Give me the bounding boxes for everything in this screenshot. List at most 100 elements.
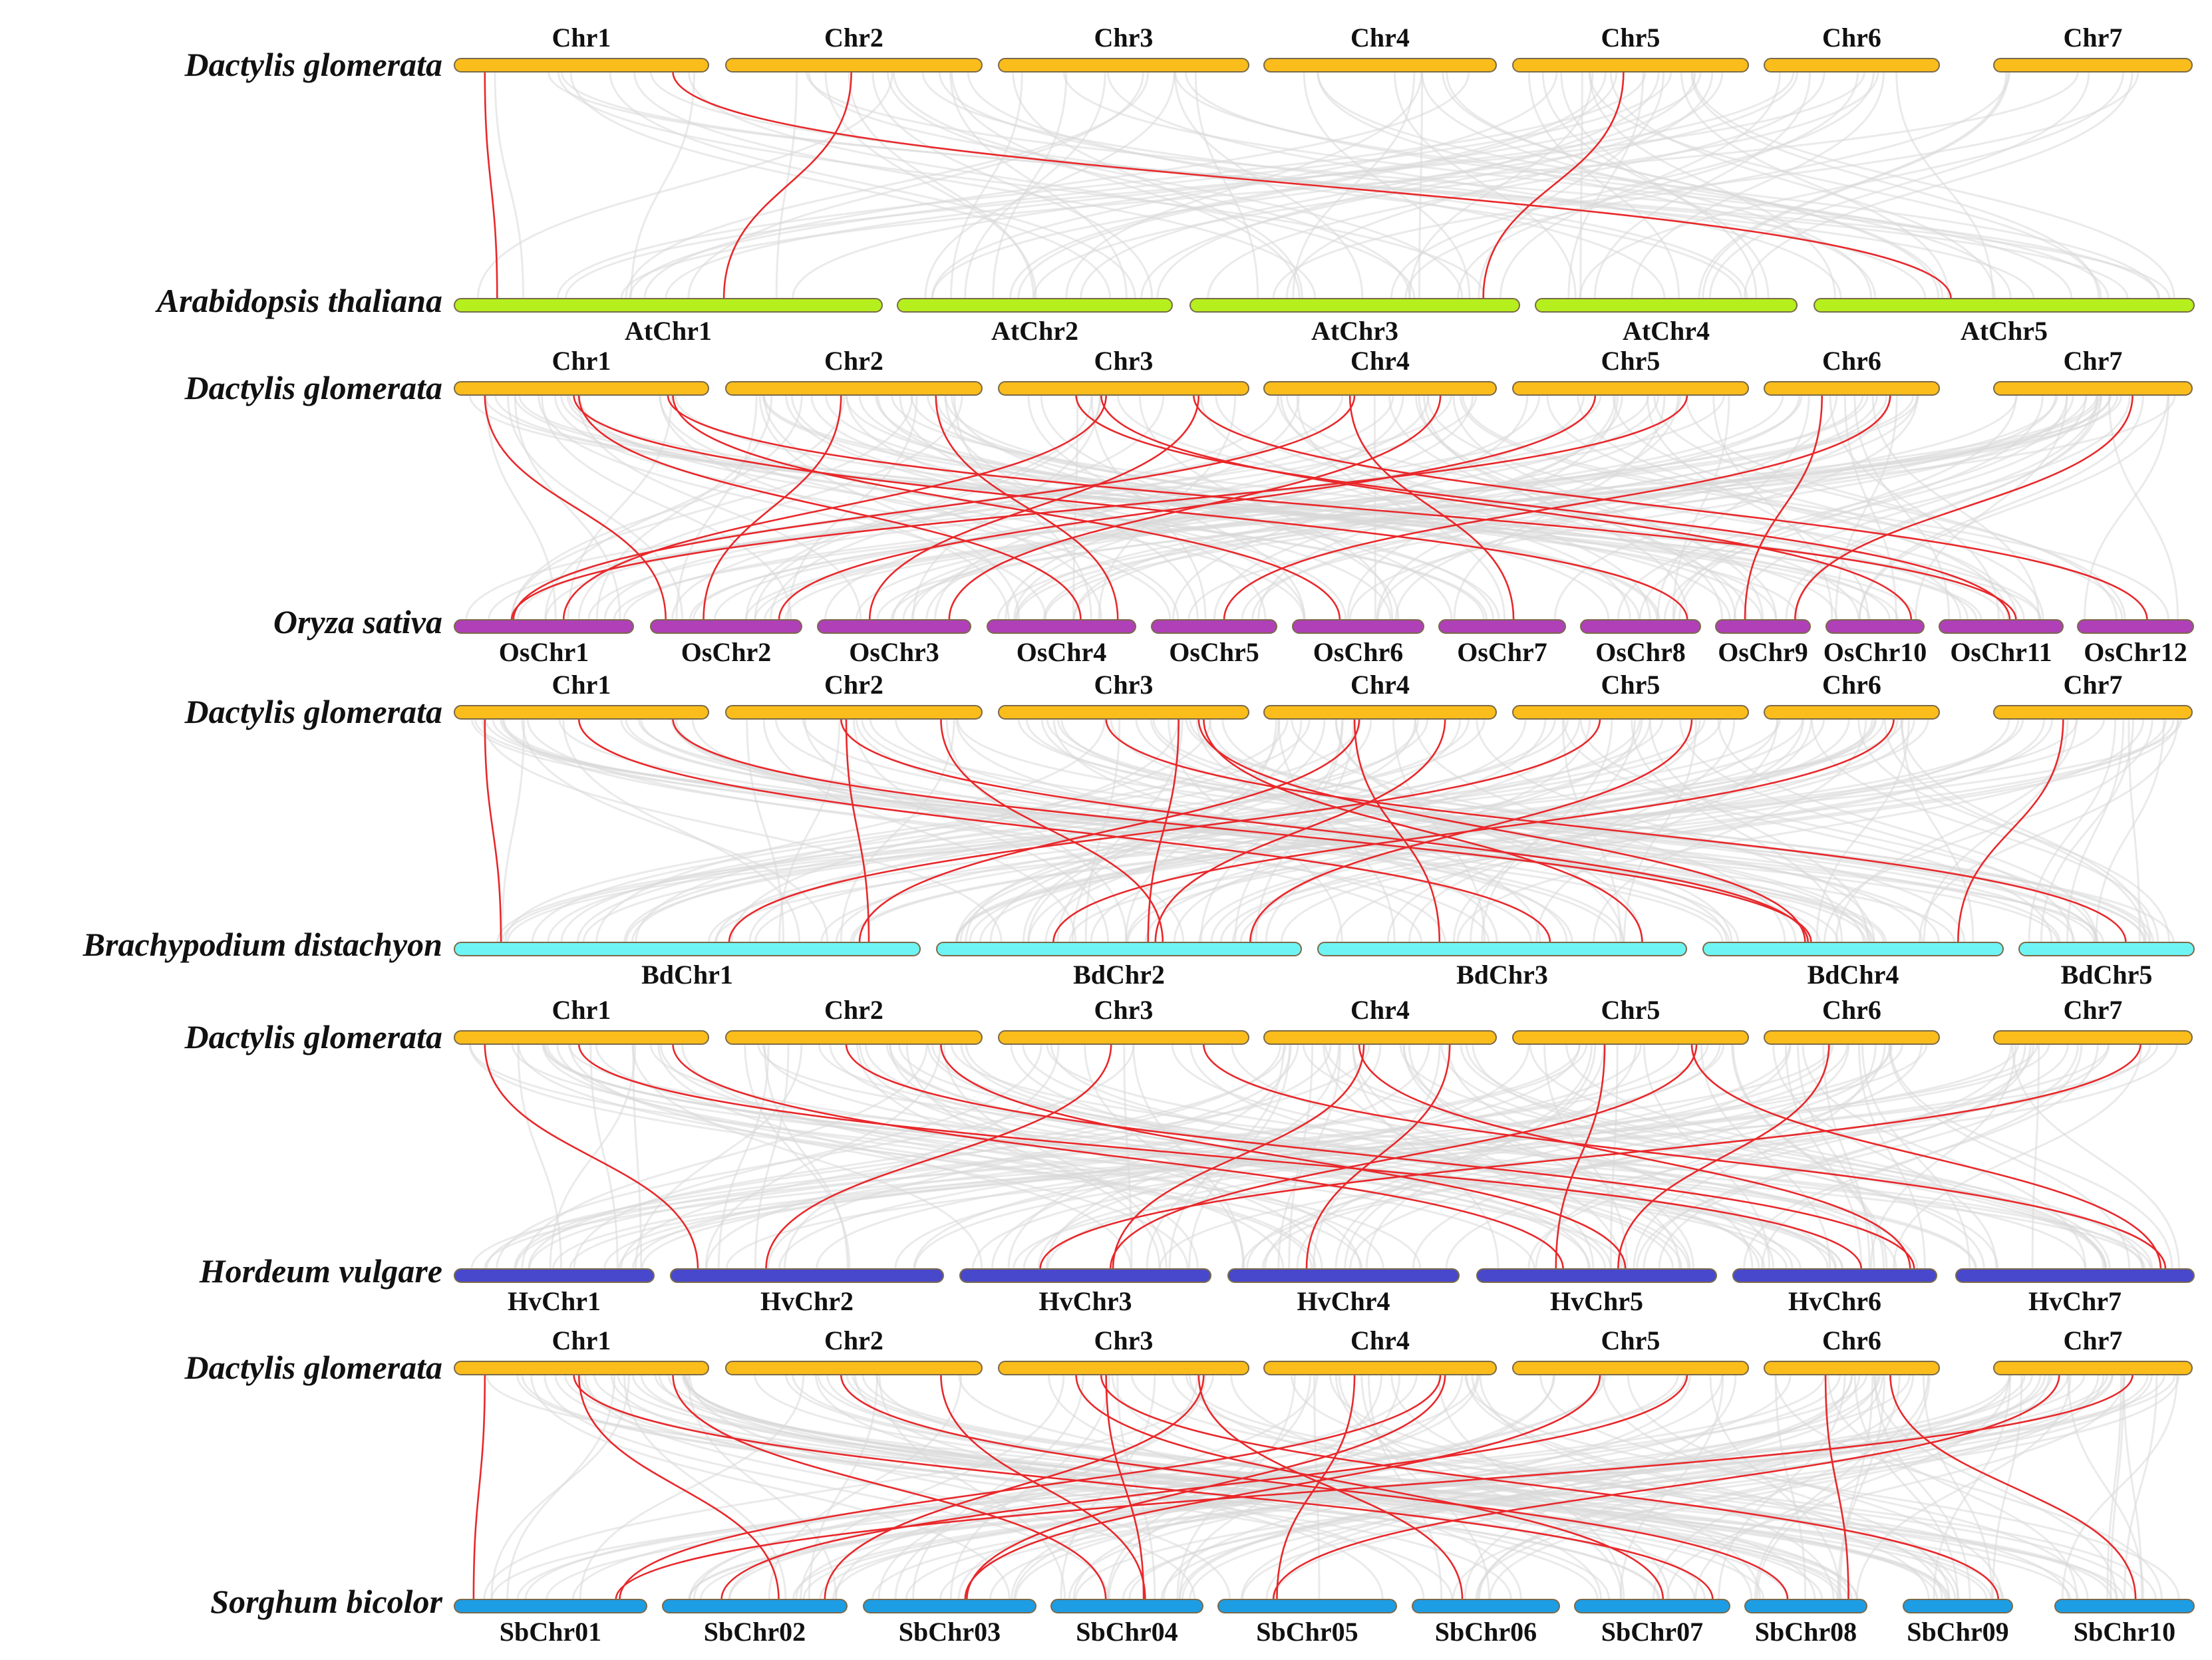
atchr5-label: AtChr5: [1961, 316, 2048, 346]
gray-link-3-62: [1901, 718, 1975, 943]
species-label-dactylis-panel3: Dactylis glomerata: [184, 693, 442, 730]
red-link-2-12: [512, 394, 1356, 621]
oschr10-label: OsChr10: [1823, 637, 1927, 667]
gray-link-5-114: [1060, 1374, 1156, 1600]
hvchr6-bar: [1732, 1268, 1937, 1283]
sbchr10-bar: [2054, 1599, 2195, 1613]
red-link-4-7: [1203, 1043, 2167, 1270]
gray-link-3-129: [804, 718, 1185, 943]
gray-link-2-136: [2108, 394, 2179, 621]
gray-link-3-45: [945, 718, 1128, 943]
gray-link-2-132: [544, 394, 803, 621]
dg-chr4-label: Chr4: [1350, 346, 1410, 376]
dg-chr6-bar-panel2: [1764, 381, 1940, 396]
gray-link-2-122: [787, 394, 918, 621]
dg-chr2-label: Chr2: [824, 670, 883, 700]
gray-link-4-140: [1408, 1043, 1694, 1270]
gray-link-4-145: [1861, 1043, 1971, 1270]
gray-link-4-121: [546, 1043, 1802, 1270]
red-link-4-2: [577, 1043, 1863, 1270]
gray-link-3-134: [979, 718, 1877, 943]
red-link-2-15: [510, 394, 1688, 621]
sbchr09-bar: [1903, 1599, 2013, 1613]
sbchr10-label: SbChr10: [2074, 1617, 2175, 1647]
red-link-1-3: [672, 71, 1952, 299]
dg-chr4-bar-panel3: [1263, 705, 1497, 720]
gray-link-1-66: [931, 71, 1799, 299]
gray-link-1-29: [1012, 71, 1303, 299]
species-label-dactylis-panel1: Dactylis glomerata: [184, 46, 442, 83]
dg-chr1-bar-panel1: [454, 58, 709, 72]
gray-link-4-96: [617, 1043, 2020, 1270]
gray-link-3-64: [1150, 718, 1923, 943]
gray-link-4-100: [1658, 1043, 2026, 1270]
dg-chr5-bar-panel3: [1512, 705, 1749, 720]
red-link-3-11: [1154, 718, 1446, 943]
gray-link-2-108: [1452, 394, 1764, 621]
red-link-3-17: [1147, 718, 1180, 943]
red-link-5-4: [573, 1374, 1714, 1600]
gray-link-4-130: [856, 1043, 1199, 1270]
species-label-brachypodium-distachyon: Brachypodium distachyon: [82, 926, 442, 963]
gray-link-5-125: [1171, 1374, 2070, 1600]
sbchr04-bar: [1050, 1599, 1203, 1613]
hvchr1-label: HvChr1: [508, 1286, 601, 1316]
gray-link-3-98: [850, 718, 2079, 943]
gray-link-5-103: [799, 1374, 1065, 1600]
gray-link-2-73: [1858, 394, 2144, 621]
gray-link-1-90: [931, 71, 1558, 299]
oschr3-label: OsChr3: [849, 637, 939, 667]
gray-link-2-125: [1646, 394, 1869, 621]
gray-link-4-122: [569, 1043, 2159, 1270]
sbchr07-label: SbChr07: [1601, 1617, 1703, 1647]
dg-chr2-bar-panel1: [725, 58, 983, 72]
red-link-5-18: [1272, 1374, 2060, 1600]
gray-link-3-33: [778, 718, 841, 943]
red-link-5-17: [1889, 1374, 2137, 1600]
gray-link-1-48: [1579, 71, 1583, 299]
red-link-2-7: [935, 394, 1119, 621]
gray-link-3-125: [1173, 718, 1643, 943]
gray-link-5-135: [1015, 1374, 1792, 1600]
gray-link-5-123: [1068, 1374, 1724, 1600]
gray-link-5-17: [1438, 1374, 1625, 1600]
dg-chr3-bar-panel5: [998, 1361, 1249, 1375]
gray-link-2-100: [1280, 394, 1651, 621]
hvchr7-bar: [1955, 1268, 2195, 1283]
gray-link-3-109: [1631, 718, 1843, 943]
gray-link-5-124: [1756, 1374, 1931, 1600]
red-link-4-3: [672, 1043, 1564, 1270]
gray-link-4-127: [763, 1043, 849, 1270]
gray-link-3-68: [1823, 718, 2153, 943]
gray-link-1-82: [1579, 71, 2124, 299]
gray-link-2-86: [578, 394, 1305, 621]
gray-link-1-63: [921, 71, 1927, 299]
red-link-4-5: [940, 1043, 1627, 1270]
gray-link-2-135: [1098, 394, 1237, 621]
gray-link-3-121: [748, 718, 1420, 943]
red-link-2-4: [573, 394, 1688, 621]
background-synteny-links: [465, 71, 2183, 1600]
red-link-5-19: [615, 1374, 2133, 1600]
gray-link-5-133: [1160, 1374, 2012, 1600]
red-link-1-4: [1482, 71, 1625, 299]
gray-link-1-38: [1442, 71, 1944, 299]
oschr5-bar: [1151, 619, 1277, 634]
dg-chr3-label: Chr3: [1094, 23, 1154, 53]
red-link-5-2: [577, 1374, 780, 1600]
red-link-3-8: [1105, 718, 2127, 943]
gray-link-4-50: [1007, 1043, 1292, 1270]
oschr6-bar: [1292, 619, 1424, 634]
gray-link-4-134: [1189, 1043, 1691, 1270]
gray-link-2-38: [1612, 394, 2044, 621]
gray-link-3-150: [671, 718, 1730, 943]
sbchr07-bar: [1574, 1599, 1730, 1613]
dg-chr6-bar-panel5: [1764, 1361, 1940, 1375]
gray-link-2-107: [485, 394, 557, 621]
gray-link-5-142: [2106, 1374, 2122, 1600]
gray-link-5-79: [1111, 1374, 1602, 1600]
sbchr01-bar: [454, 1599, 647, 1613]
gray-link-5-30: [2123, 1374, 2143, 1600]
dg-chr5-bar-panel4: [1512, 1030, 1749, 1045]
dg-chr5-bar-panel1: [1512, 58, 1749, 72]
